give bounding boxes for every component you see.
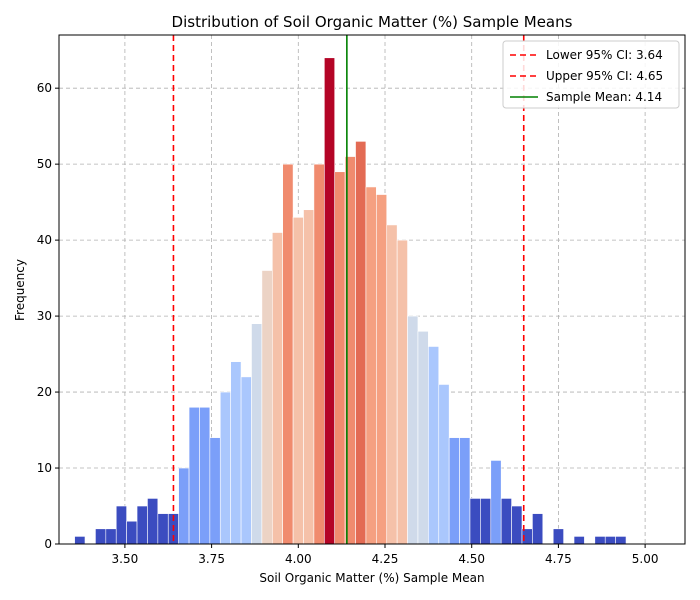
- y-tick-label: 0: [44, 537, 52, 551]
- histogram-bar: [126, 520, 138, 545]
- histogram-bar: [95, 528, 107, 545]
- y-tick-label: 40: [37, 233, 52, 247]
- histogram-bar: [428, 346, 440, 545]
- histogram-bar: [199, 406, 211, 545]
- histogram-bar: [469, 498, 481, 545]
- legend-label: Upper 95% CI: 4.65: [546, 69, 663, 83]
- histogram-bar: [407, 315, 419, 545]
- y-axis-label: Frequency: [13, 259, 27, 321]
- histogram-bar: [157, 513, 169, 545]
- x-tick-label: 4.25: [372, 552, 399, 566]
- y-tick-label: 60: [37, 81, 52, 95]
- y-axis-ticks: 0 10 20 30 40 50 60: [37, 81, 59, 551]
- histogram-bar: [147, 498, 159, 545]
- histogram-bar: [480, 498, 492, 545]
- legend: Lower 95% CI: 3.64 Upper 95% CI: 4.65 Samp…: [502, 40, 680, 109]
- x-axis-label: Soil Organic Matter (%) Sample Mean: [259, 571, 484, 585]
- histogram-bar: [594, 536, 606, 545]
- histogram-bar: [511, 505, 523, 545]
- chart-title: Distribution of Soil Organic Matter (%) …: [172, 13, 573, 31]
- histogram-bar: [271, 232, 283, 545]
- legend-label: Lower 95% CI: 3.64: [546, 48, 663, 62]
- histogram-bars: [74, 57, 627, 545]
- histogram-bar: [386, 224, 398, 545]
- histogram-bar: [115, 505, 127, 545]
- histogram-bar: [136, 505, 148, 545]
- histogram-bar: [230, 361, 242, 545]
- grid-lines: [59, 35, 685, 545]
- histogram-bar: [490, 460, 502, 545]
- x-tick-label: 4.50: [458, 552, 485, 566]
- histogram-bar: [178, 467, 190, 545]
- histogram-bar: [74, 536, 86, 545]
- histogram-bar: [615, 536, 627, 545]
- histogram-bar: [105, 528, 117, 545]
- histogram-bar: [219, 391, 231, 545]
- legend-box: [502, 40, 680, 109]
- histogram-bar: [324, 57, 336, 545]
- y-tick-label: 20: [37, 385, 52, 399]
- histogram-bar: [365, 186, 377, 545]
- histogram-bar: [396, 239, 408, 545]
- x-tick-label: 4.75: [545, 552, 572, 566]
- y-tick-label: 30: [37, 309, 52, 323]
- histogram-bar: [261, 270, 273, 545]
- y-tick-label: 50: [37, 157, 52, 171]
- histogram-bar: [417, 330, 429, 545]
- x-tick-label: 4.00: [285, 552, 312, 566]
- histogram-bar: [188, 406, 200, 545]
- x-tick-label: 3.50: [112, 552, 139, 566]
- histogram-bar: [376, 194, 388, 545]
- x-tick-label: 3.75: [198, 552, 225, 566]
- histogram-bar: [355, 141, 367, 545]
- reference-lines: [172, 35, 525, 544]
- histogram-bar: [240, 376, 252, 545]
- histogram-bar: [282, 163, 294, 545]
- histogram-bar: [604, 536, 616, 545]
- plot-frame: [58, 34, 686, 545]
- histogram-bar: [251, 323, 263, 545]
- y-tick-label: 10: [37, 461, 52, 475]
- legend-label: Sample Mean: 4.14: [546, 90, 662, 104]
- histogram-bar: [500, 498, 512, 545]
- histogram-bar: [573, 536, 585, 545]
- histogram-bar: [448, 437, 460, 545]
- histogram-bar: [292, 217, 304, 545]
- histogram-bar: [532, 513, 544, 545]
- histogram-bar: [209, 437, 221, 545]
- histogram-bar: [459, 437, 471, 545]
- x-tick-label: 5.00: [632, 552, 659, 566]
- histogram-bar: [552, 528, 564, 545]
- histogram-bar: [313, 163, 325, 545]
- histogram-bar: [438, 384, 450, 545]
- histogram-bar: [334, 171, 346, 545]
- x-axis-ticks: 3.50 3.75 4.00 4.25 4.50 4.75 5.00: [112, 544, 659, 566]
- histogram-bar: [303, 209, 315, 545]
